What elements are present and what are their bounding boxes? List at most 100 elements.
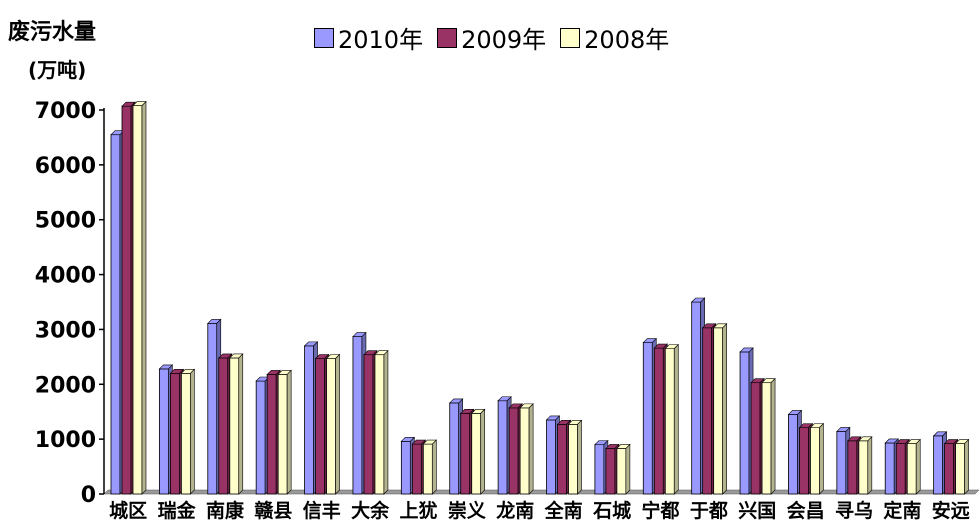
legend-label-2010: 2010年	[338, 26, 424, 54]
y-tick-label: 7000	[35, 99, 96, 124]
bar-2-2	[229, 357, 240, 495]
bar-1-6	[411, 443, 422, 495]
bar-0-12	[691, 301, 702, 495]
bar-1-3	[266, 374, 277, 495]
bar-2-10	[616, 448, 627, 495]
bar-1-16	[895, 443, 906, 495]
bar-2-4	[326, 358, 336, 495]
bar-1-15	[847, 440, 858, 495]
legend: 2010年 2009年 2008年	[314, 20, 683, 55]
bar-2-11	[664, 348, 675, 495]
y-tick-label: 4000	[35, 264, 96, 289]
bar-side-2-10	[625, 443, 631, 495]
bar-side-2-2	[238, 353, 244, 495]
bar-0-13	[739, 351, 750, 495]
bar-2-12	[713, 327, 724, 495]
bar-0-5	[352, 336, 363, 495]
y-tick-label: 5000	[35, 209, 96, 234]
bar-1-11	[653, 347, 664, 495]
bar-0-11	[642, 342, 653, 495]
bar-2-14	[810, 427, 820, 495]
bar-side-2-9	[577, 419, 582, 495]
bar-1-2	[218, 357, 229, 495]
bar-side-2-8	[528, 403, 534, 495]
bar-side-2-12	[722, 323, 727, 495]
x-tick-label: 于都	[690, 500, 728, 520]
bar-side-2-17	[964, 438, 969, 495]
bar-0-14	[788, 414, 798, 495]
bar-side-2-15	[867, 436, 873, 495]
bar-1-7	[460, 412, 471, 495]
bar-side-2-4	[335, 353, 340, 495]
x-tick-label: 城区	[109, 499, 147, 520]
bar-2-6	[422, 443, 433, 495]
bar-1-9	[557, 423, 567, 495]
x-tick-label: 信丰	[303, 499, 341, 520]
x-tick-label: 石城	[592, 499, 631, 520]
bar-0-6	[400, 440, 411, 495]
bar-0-16	[884, 442, 895, 495]
bar-2-8	[519, 407, 530, 495]
y-tick-label: 6000	[35, 154, 96, 179]
x-tick-label: 寻乌	[835, 499, 873, 520]
bar-0-17	[933, 435, 944, 495]
x-tick-label: 宁都	[641, 499, 679, 520]
bar-0-4	[304, 345, 314, 495]
bar-2-17	[955, 443, 966, 495]
bar-0-7	[449, 402, 460, 495]
bar-1-13	[750, 382, 761, 495]
bar-0-10	[594, 444, 605, 495]
bar-0-0	[110, 134, 121, 495]
legend-label-2009: 2009年	[461, 26, 547, 54]
y-tick-label: 1000	[35, 428, 96, 453]
legend-item-2009: 2009年	[437, 20, 546, 55]
x-tick-label: 崇义	[448, 499, 486, 520]
bar-2-16	[906, 443, 917, 495]
x-tick-label: 兴国	[738, 500, 776, 520]
bar-2-5	[374, 354, 385, 495]
x-tick-label: 大余	[351, 499, 390, 520]
legend-swatch-2010	[314, 27, 334, 48]
y-tick-label: 0	[81, 483, 96, 508]
bar-0-9	[546, 419, 556, 495]
x-tick-label: 瑞金	[158, 499, 197, 520]
bar-2-1	[180, 372, 191, 495]
bar-side-2-14	[819, 422, 824, 495]
x-tick-label: 定南	[883, 499, 921, 520]
bar-side-2-13	[770, 377, 776, 495]
bar-2-13	[761, 382, 772, 495]
bar-1-4	[315, 358, 325, 495]
x-tick-label: 赣县	[254, 499, 292, 520]
bar-2-7	[471, 412, 482, 495]
x-tick-label: 龙南	[496, 499, 534, 520]
bar-0-8	[497, 400, 508, 495]
y-axis-title-line1: 废污水量	[8, 20, 97, 45]
legend-swatch-2009	[437, 27, 458, 48]
bar-0-15	[836, 431, 847, 495]
bar-0-3	[255, 380, 266, 495]
bar-1-5	[363, 354, 374, 495]
bar-1-0	[121, 105, 132, 495]
bar-side-2-0	[141, 100, 147, 495]
bar-side-2-16	[915, 438, 921, 495]
bar-1-14	[799, 427, 809, 495]
bar-1-12	[702, 327, 713, 495]
bar-side-2-11	[673, 343, 679, 495]
bar-1-10	[605, 448, 616, 495]
x-tick-label: 会昌	[787, 499, 825, 520]
bar-side-2-1	[190, 368, 195, 495]
bar-2-15	[858, 440, 869, 495]
bar-2-0	[132, 105, 143, 495]
x-tick-label: 南康	[206, 499, 245, 520]
bar-side-2-3	[286, 369, 292, 495]
bar-side-2-6	[432, 439, 437, 495]
bar-1-1	[169, 372, 180, 495]
bar-1-8	[508, 407, 519, 495]
bar-2-9	[568, 423, 578, 495]
legend-swatch-2008	[560, 27, 581, 48]
x-tick-label: 上犹	[400, 500, 438, 520]
bar-side-2-5	[383, 349, 389, 495]
bar-0-2	[207, 322, 218, 495]
legend-item-2010: 2010年	[314, 20, 423, 55]
